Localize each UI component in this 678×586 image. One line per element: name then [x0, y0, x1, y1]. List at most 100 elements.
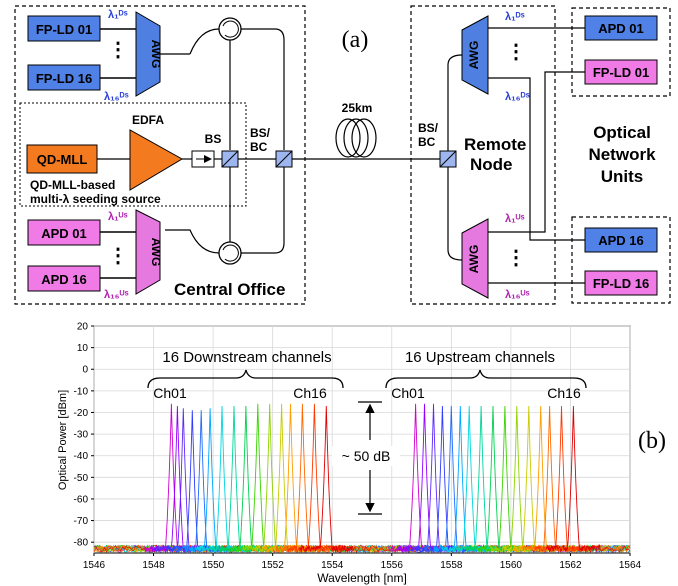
onu-fpld-16-label: FP-LD 16 [593, 276, 649, 291]
y-tick-label: -10 [74, 386, 89, 397]
x-tick-label: 1560 [500, 560, 523, 571]
seed-source-box [19, 102, 247, 207]
seed-caption-1: QD-MLL-based [30, 178, 115, 192]
upstream-channel-10-trace [477, 405, 533, 554]
co-apd-01-label: APD 01 [41, 226, 87, 241]
rn-ds-lambda-last: λ₁₆ᴰˢ [505, 91, 530, 103]
remote-node-title-1: Remote [464, 135, 526, 154]
rn-bsbc-label-2: BC [418, 135, 436, 149]
panel-a-diagram: (a) FP-LD 01 FP-LD 16 ⋮ AWG λ₁ᴰˢ λ₁₆ᴰˢ Q… [14, 5, 671, 305]
downstream-channel-13-trace [263, 403, 318, 554]
central-office-title: Central Office [174, 280, 285, 299]
co-bsbc-label-2: BC [250, 140, 268, 154]
x-tick-label: 1562 [559, 560, 582, 571]
onu-box-1 [571, 7, 671, 97]
downstream-label: 16 Downstream channels [162, 349, 331, 366]
co-rx-ellipsis: ⋮ [108, 245, 128, 267]
onu-apd-16-box [584, 227, 658, 253]
upstream-label: 16 Upstream channels [405, 349, 555, 366]
upstream-brace [385, 369, 587, 389]
seed-caption-2: multi-λ seeding source [30, 192, 161, 206]
fiber-length-label: 25km [342, 101, 373, 115]
rn-us-awg-label: AWG [467, 245, 481, 274]
y-tick-label: 10 [77, 343, 89, 354]
x-tick-label: 1552 [262, 560, 285, 571]
x-tick-label: 1554 [321, 560, 344, 571]
fiber-spool [335, 118, 377, 158]
seed-bs-label: BS [205, 132, 222, 146]
y-tick-label: 0 [82, 365, 88, 376]
rn-us-awg [461, 218, 489, 299]
us-ch16-label: Ch16 [547, 385, 581, 401]
upstream-channel-9-trace [465, 405, 521, 553]
y-tick-label: -70 [74, 516, 89, 527]
co-fpld-01-box [27, 15, 101, 42]
co-bsbc-label-1: BS/ [250, 126, 271, 140]
y-tick-label: -50 [74, 473, 89, 484]
downstream-channel-14-trace [275, 403, 330, 554]
ds-ch16-label: Ch16 [293, 385, 327, 401]
co-us-awg [135, 209, 161, 295]
co-us-lambda-first: λ₁ᵁˢ [108, 211, 128, 223]
panel-label-a: (a) [342, 27, 369, 53]
downstream-channel-12-trace [254, 403, 309, 553]
ds-ch01-label: Ch01 [153, 385, 187, 401]
onu-title-2: Network [588, 145, 656, 164]
x-tick-label: 1550 [202, 560, 225, 571]
onu-title-3: Units [601, 167, 644, 186]
co-ds-awg-label: AWG [149, 40, 163, 69]
qd-mll-label: QD-MLL [37, 152, 88, 167]
onu-fpld-01-label: FP-LD 01 [593, 65, 649, 80]
onu-apd-01-box [584, 15, 658, 41]
onu-box-16 [571, 216, 671, 304]
co-fpld-16-label: FP-LD 16 [36, 71, 92, 86]
us-ch01-label: Ch01 [391, 385, 425, 401]
qd-mll-box [26, 144, 98, 174]
y-axis-label: Optical Power [dBm] [57, 390, 69, 490]
rn-bsbc-label-1: BS/ [418, 121, 439, 135]
x-axis-label: Wavelength [nm] [317, 571, 407, 585]
y-tick-label: -40 [74, 451, 89, 462]
edfa-triangle [129, 129, 184, 191]
y-tick-label: -20 [74, 408, 89, 419]
rn-ds-awg-label: AWG [467, 41, 481, 70]
co-ds-lambda-first: λ₁ᴰˢ [108, 9, 128, 21]
x-tick-label: 1556 [381, 560, 404, 571]
remote-node-title-2: Node [470, 155, 513, 174]
y-tick-label: -80 [74, 538, 89, 549]
x-tick-label: 1564 [619, 560, 642, 571]
co-tx-ellipsis: ⋮ [108, 39, 128, 61]
downstream-brace [147, 369, 344, 389]
rn-ds-awg [461, 15, 489, 95]
onu-fpld-16-box [584, 270, 658, 296]
remote-node-box [410, 5, 556, 305]
dynamic-range-label: ~ 50 dB [342, 448, 391, 464]
co-apd-01-box [27, 219, 101, 246]
co-us-lambda-last: λ₁₆ᵁˢ [104, 289, 129, 301]
panel-b-chart: 20 10 0 -10 -20 -30 -40 -50 -60 -70 -80 1546 1548 15… [57, 322, 666, 586]
upstream-channel-5-trace [424, 405, 479, 554]
onu-apd-01-label: APD 01 [598, 21, 644, 36]
downstream-channel-5-trace [174, 410, 229, 553]
co-ds-lambda-last: λ₁₆ᴰˢ [104, 91, 129, 103]
co-apd-16-box [27, 265, 101, 292]
onu-fpld-01-box [584, 59, 658, 85]
plot-area [93, 325, 631, 554]
y-tick-label: -60 [74, 494, 89, 505]
upstream-channel-16-trace [546, 405, 601, 553]
co-fpld-01-label: FP-LD 01 [36, 22, 92, 37]
panel-label-b: (b) [638, 428, 666, 454]
rn-ds-lambda-first: λ₁ᴰˢ [505, 11, 525, 23]
downstream-channel-16-trace [299, 405, 354, 554]
co-apd-16-label: APD 16 [41, 272, 87, 287]
onu-title-1: Optical [593, 123, 651, 142]
y-tick-label: 20 [77, 322, 89, 333]
rn-us-lambda-last: λ₁₆ᵁˢ [505, 289, 530, 301]
rn-ds-ellipsis: ⋮ [506, 41, 526, 63]
co-ds-awg [135, 11, 161, 97]
x-tick-label: 1558 [440, 560, 463, 571]
co-fpld-16-box [27, 64, 101, 91]
onu-apd-16-label: APD 16 [598, 233, 644, 248]
rn-us-lambda-first: λ₁ᵁˢ [505, 213, 525, 225]
